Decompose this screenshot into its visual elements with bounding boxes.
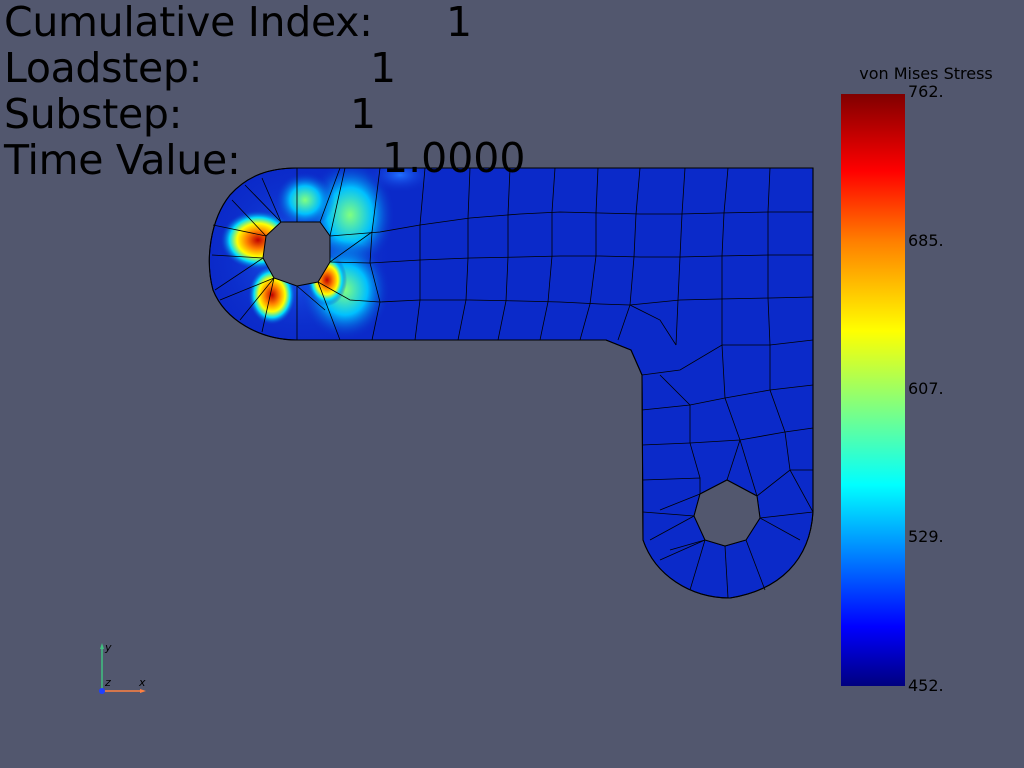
orientation-axes-widget: y z x <box>99 641 146 694</box>
axis-y-label: y <box>104 641 112 654</box>
scalar-bar-label-4: 529. <box>908 527 944 546</box>
scalar-bar-label-2: 685. <box>908 231 944 250</box>
loadstep-label: Loadstep: <box>4 44 203 92</box>
substep-value: 1 <box>350 90 377 138</box>
axis-z-icon <box>99 688 105 694</box>
time-value-value: 1.0000 <box>382 134 526 182</box>
scalar-bar-label-min: 452. <box>908 676 944 695</box>
time-value-label: Time Value: <box>4 136 241 184</box>
scalar-bar-colormap <box>841 94 905 686</box>
mesh-edges <box>211 167 814 599</box>
scalar-bar-label-3: 607. <box>908 379 944 398</box>
substep-label: Substep: <box>4 90 183 138</box>
cumulative-index-label: Cumulative Index: <box>4 0 373 46</box>
bottom-pin-hole <box>693 479 761 547</box>
axis-x-label: x <box>138 676 146 689</box>
loadstep-value: 1 <box>370 44 397 92</box>
axis-z-label: z <box>104 676 111 689</box>
scalar-bar-label-max: 762. <box>908 82 944 101</box>
scalar-bar-title: von Mises Stress <box>859 64 993 83</box>
cumulative-index-value: 1 <box>446 0 473 46</box>
left-pin-hole <box>262 221 331 287</box>
